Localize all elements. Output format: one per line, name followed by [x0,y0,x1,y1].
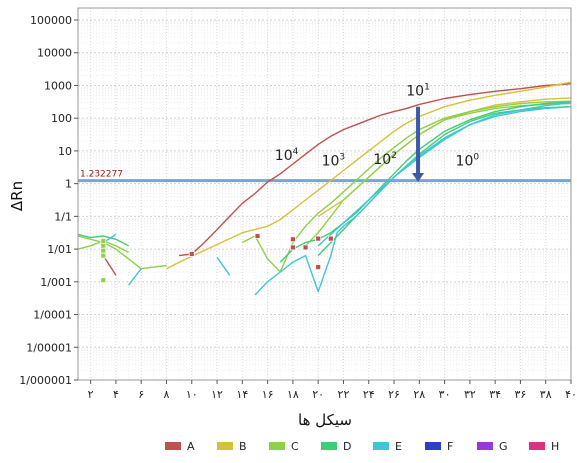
y-tick-label: 1 [65,178,72,191]
ct-marker-10 [100,247,107,254]
x-tick-label: ۳۰ [439,388,451,401]
series-line-13 [254,101,572,296]
dilution-label-1: 103 [322,153,346,170]
x-tick-label: ۳۲ [464,388,476,401]
series-line-11 [128,268,142,286]
dilution-label-3: 101 [406,82,430,99]
y-tick-label: 10 [58,145,72,158]
ct-marker-12 [100,277,107,284]
y-tick-label: 1/000001 [19,374,72,387]
x-tick-label: ۱۶ [262,388,274,401]
series-line-3 [77,235,167,270]
x-tick-label: ۱۲ [211,388,223,401]
series-line-0 [179,83,572,257]
series-line-12 [216,256,231,276]
x-tick-label: ۳۴ [489,388,501,401]
series-line-5 [241,100,572,273]
series-line-7 [77,233,129,247]
threshold-label: 1.232277 [80,170,123,180]
legend-swatch-h [529,442,545,450]
ct-marker-2 [289,236,296,243]
ct-marker-8 [100,238,107,244]
legend-label-g: G [499,440,508,453]
x-tick-label: ۲۰ [312,388,324,401]
x-tick-label: ۴ [113,388,119,401]
ct-marker-3 [289,244,296,251]
ct-marker-9 [100,242,107,249]
x-tick-label: ۴۰ [565,388,577,401]
x-tick-label: ۲۴ [363,388,375,401]
y-tick-label: 10000 [37,47,72,60]
ct-marker-5 [315,235,322,242]
y-tick-label: 1/01 [47,243,72,256]
legend-label-h: H [551,440,559,453]
series-line-15 [102,255,117,276]
legend-label-b: B [239,440,247,453]
series-line-14 [317,106,572,247]
legend-label-f: F [447,440,453,453]
y-tick-label: 1/00001 [26,341,72,354]
x-tick-label: ۱۰ [186,388,198,401]
ct-marker-1 [254,233,261,239]
ct-marker-4 [302,244,309,251]
x-tick-label: ۶ [138,388,144,401]
y-tick-label: 1000 [44,79,72,92]
x-tick-label: ۲ [88,388,94,401]
legend-label-d: D [343,440,351,453]
x-tick-label: ۳۶ [515,388,527,401]
legend-label-a: A [187,440,195,453]
dilution-label-2: 102 [373,151,397,168]
x-tick-label: ۲۲ [338,388,350,401]
series-line-1 [166,81,572,270]
x-tick-label: ۲۶ [388,388,400,401]
y-tick-label: 100 [51,112,72,125]
legend-swatch-b [217,442,233,450]
legend-swatch-c [269,442,285,450]
legend-swatch-f [425,442,441,450]
legend-swatch-d [321,442,337,450]
ct-marker-11 [100,252,107,259]
y-tick-label: 1/001 [40,276,72,289]
legend-swatch-a [165,442,181,450]
ct-marker-7 [327,235,334,242]
x-tick-label: ۳۸ [540,388,552,401]
x-axis-label: سیکل ها [298,411,352,429]
ct-marker-0 [188,251,195,257]
legend-swatch-g [477,442,493,450]
y-tick-label: 1/1 [54,210,72,223]
x-tick-label: ۸ [164,388,170,401]
y-axis-label: ΔRn [8,181,26,211]
x-tick-label: ۱۸ [287,388,299,401]
y-tick-label: 1/0001 [33,309,72,322]
x-tick-label: ۱۴ [236,388,248,401]
legend-label-c: C [291,440,299,453]
legend-swatch-e [373,442,389,450]
x-tick-label: ۲۸ [413,388,425,401]
ct-marker-6 [315,264,322,270]
arrow-shaft [416,106,421,174]
arrow-head [412,173,425,182]
legend-label-e: E [395,440,402,453]
y-tick-label: 100000 [30,14,72,27]
